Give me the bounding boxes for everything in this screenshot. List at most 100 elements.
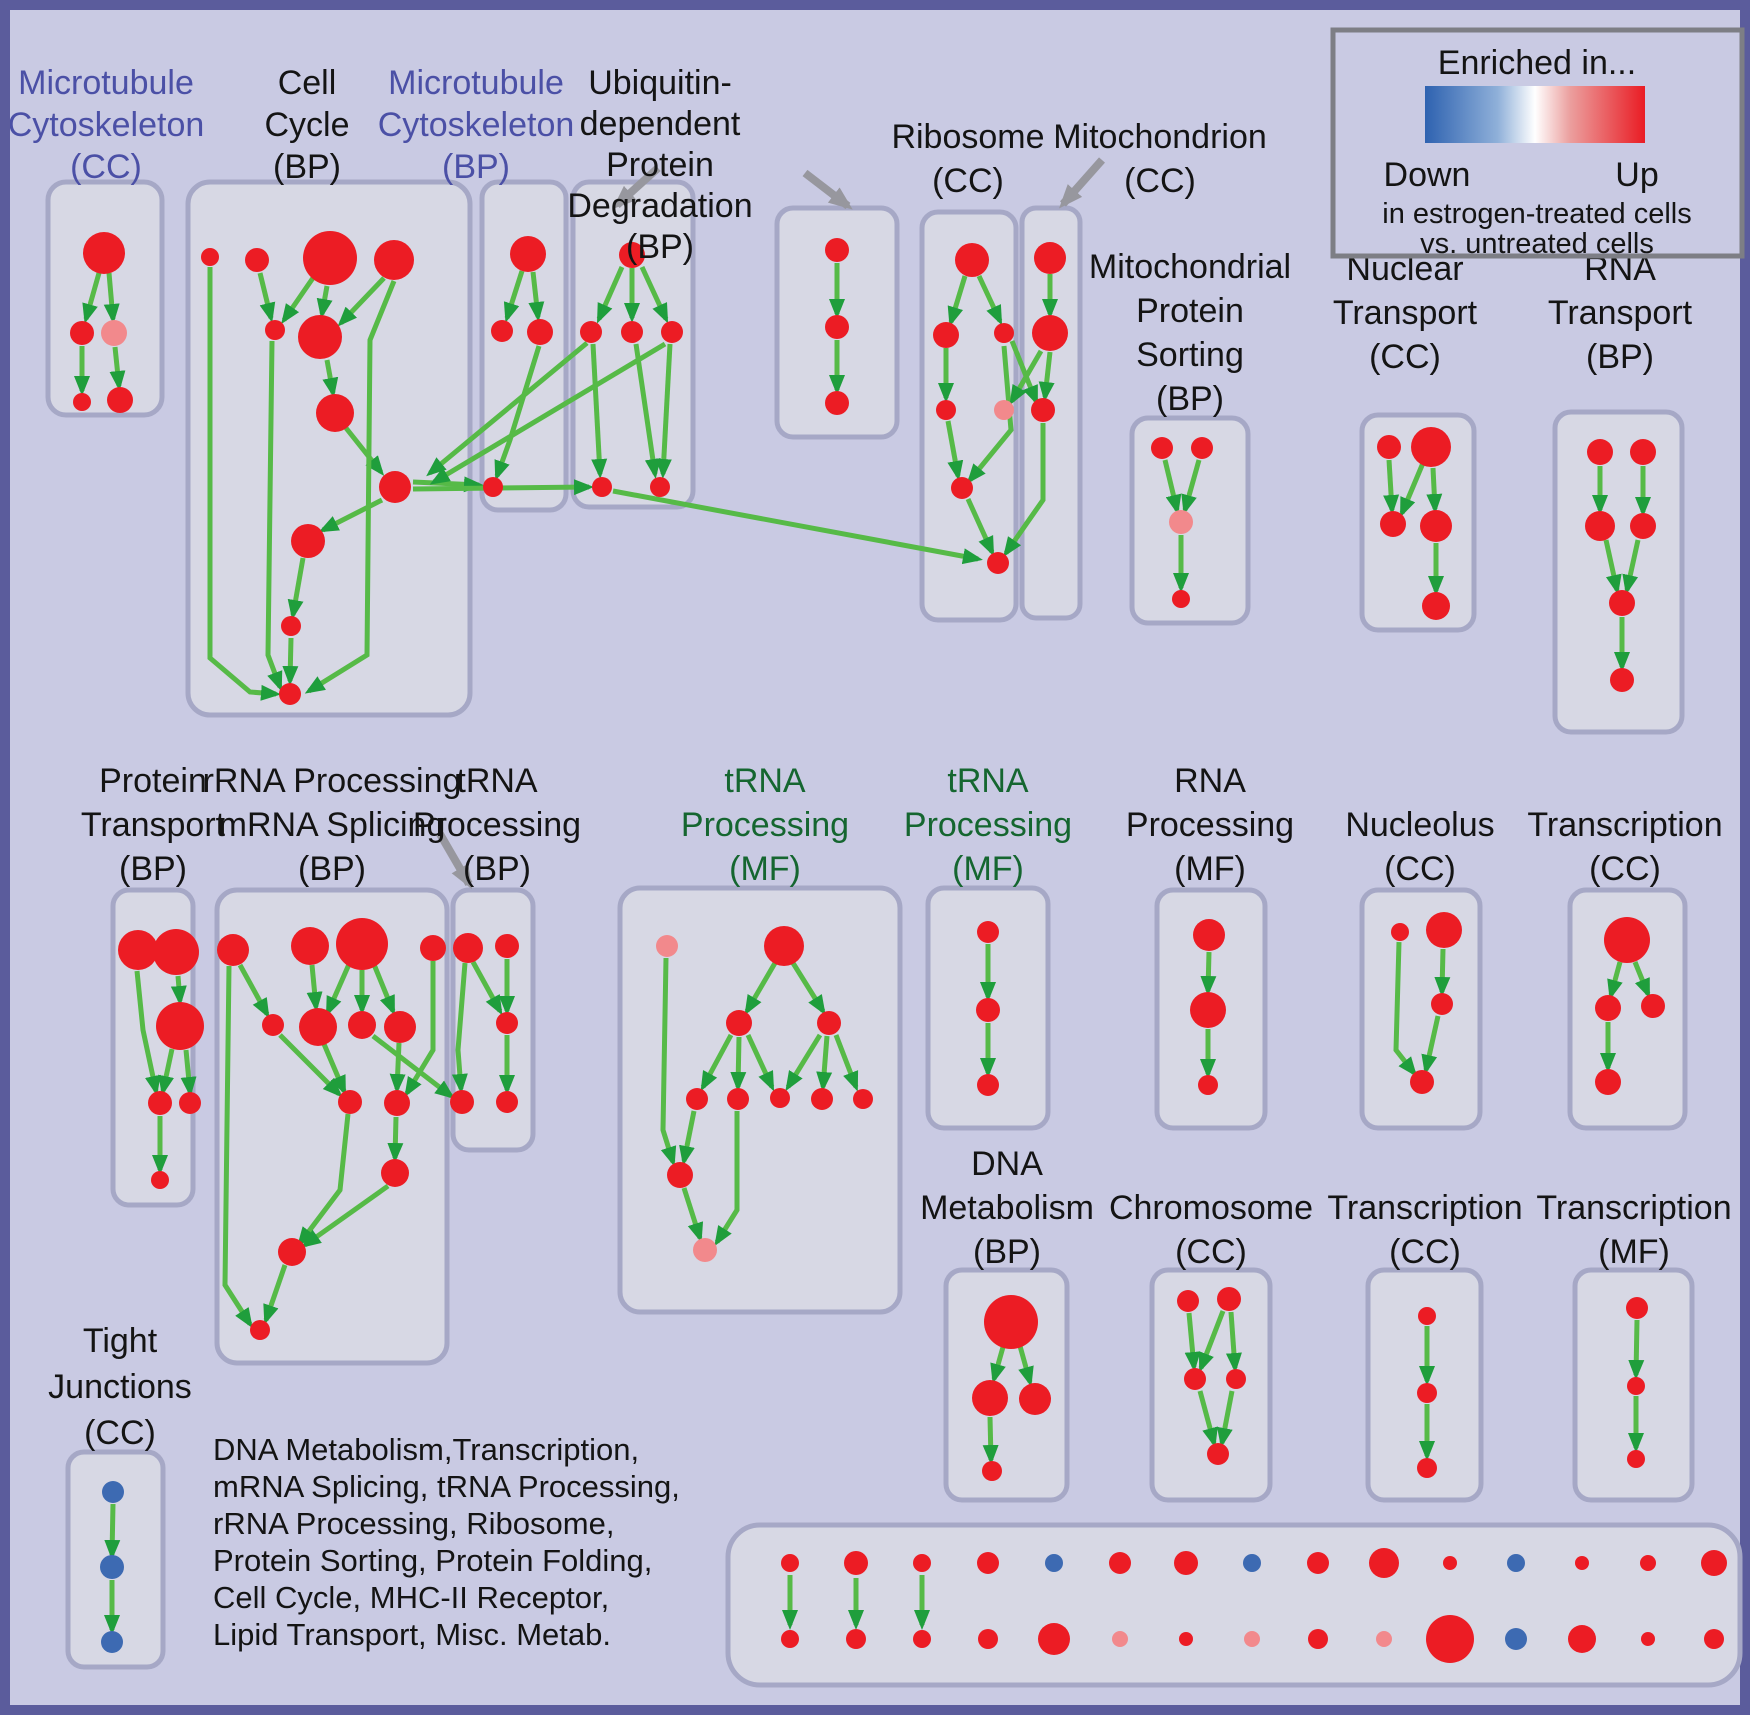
mitochondrial-protein-sorting-bp-node-1 [1191,437,1213,459]
trna-processing-mf-small-label-line-0: tRNA [947,762,1029,800]
ribosome-cc-node-3 [936,400,956,420]
ubiquitin-degradation-bp-a-label-line-3: Degradation [567,187,752,225]
misc-terms-text-line-4: Cell Cycle, MHC-II Receptor, [213,1580,609,1615]
ubiquitin-degradation-bp-a-node-3 [661,321,683,343]
nucleolus-cc-edge-1 [1434,948,1451,997]
misc-terms-panel-box [725,1522,1743,1688]
microtubule-cytoskeleton-cc-edge-1 [103,272,120,324]
misc-terms-text-line-0: DNA Metabolism,Transcription, [213,1432,639,1467]
cross-edge-3 [429,341,667,485]
chromosome-cc-label-line-0: Chromosome [1109,1189,1313,1227]
microtubule-cytoskeleton-cc-node-0 [83,232,125,274]
chromosome-cc-edge-2 [1225,1311,1242,1373]
microtubule-cytoskeleton-cc-edge-0 [82,272,102,324]
cell-cycle-bp-node-0 [201,248,219,266]
protein-transport-bp-node-3 [148,1091,172,1115]
trna-processing-mf-large-edge-2 [700,1033,734,1092]
cell-cycle-bp-node-3 [374,240,414,280]
mitochondrial-protein-sorting-bp-label-line-3: (BP) [1156,380,1224,418]
dna-metabolism-bp-label-line-2: (BP) [973,1233,1041,1271]
cell-cycle-bp-node-9 [281,616,301,636]
protein-transport-bp-edge-3 [180,1049,197,1097]
trna-processing-bp-edge-0 [470,960,503,1016]
tight-junctions-cc-node-2 [101,1631,123,1653]
microtubule-cytoskeleton-bp-box [479,179,569,513]
trna-processing-mf-large-edge-7 [833,1034,859,1092]
chromosome-cc-edge-3 [1197,1390,1218,1448]
microtubule-cytoskeleton-bp-node-0 [510,236,546,272]
misc-terms-panel-node-6 [1174,1551,1198,1575]
rrna-processing-mrna-splicing-bp-node-1 [291,927,329,965]
nuclear-transport-cc-edge-2 [1426,467,1443,514]
mitochondrial-protein-sorting-bp-label-line-0: Mitochondrial [1089,248,1291,286]
mitochondrion-cc-node-0 [1034,242,1066,274]
cell-cycle-bp-box [185,179,473,718]
rrna-processing-mrna-splicing-bp-edge-5 [370,961,396,1016]
transcription-cc-bottom-node-0 [1418,1307,1436,1325]
cell-cycle-bp-label-line-1: Cycle [264,106,349,144]
rrna-processing-mrna-splicing-bp-node-10 [381,1159,409,1187]
ribosome-cc-node-2 [994,323,1014,343]
trna-processing-mf-large-edge-0 [744,961,778,1016]
cell-cycle-bp-edge-8 [282,637,299,686]
rna-processing-mf-label-line-2: (MF) [1174,850,1246,888]
trna-processing-mf-large-label-line-2: (MF) [729,850,801,888]
trna-processing-mf-large-node-7 [811,1088,833,1110]
rrna-processing-mrna-splicing-bp-edge-2 [306,964,323,1012]
rna-transport-bp-label-line-2: (BP) [1586,338,1654,376]
label-pointer-arrow-1 [802,169,853,210]
ribosome-cc-node-0 [955,243,989,277]
trna-processing-mf-large-edge-1 [790,961,826,1016]
trna-processing-mf-small-node-2 [977,1074,999,1096]
microtubule-cytoskeleton-bp-node-2 [527,319,553,345]
rrna-processing-mrna-splicing-bp-edge-13 [263,1264,288,1325]
ubiquitin-degradation-bp-a-node-0 [619,242,645,268]
rrna-processing-mrna-splicing-bp-box [214,887,450,1366]
rna-transport-bp-node-2 [1585,511,1615,541]
trna-processing-mf-small-label-line-2: (MF) [952,850,1024,888]
legend-box [1330,27,1745,259]
ribosome-cc-edge-5 [965,497,995,557]
trna-processing-mf-large-edge-6 [816,1035,833,1092]
nucleolus-cc-node-2 [1431,993,1453,1015]
rrna-processing-mrna-splicing-bp-label-line-0: rRNA Processing [203,762,462,800]
legend-up-label: Up [1615,156,1658,194]
misc-terms-panel-node-29 [1704,1629,1724,1649]
diagram-canvas: Microtubule Cytoskeleton (CC) Cell Cycle (BP)… [8,27,1745,1688]
cross-edge-6 [1009,349,1044,406]
label-pointer-arrow-0 [612,165,661,210]
dna-metabolism-bp-edge-2 [982,1416,999,1465]
nucleolus-cc-node-0 [1391,923,1409,941]
rrna-processing-mrna-splicing-bp-edge-8 [321,1043,347,1096]
ribosome-cc-node-6 [987,552,1009,574]
transcription-cc-mid-edge-0 [1607,961,1623,1000]
misc-terms-text-line-2: rRNA Processing, Ribosome, [213,1506,614,1541]
misc-terms-panel-node-9 [1369,1548,1399,1578]
legend-subtitle-1: in estrogen-treated cells [1382,198,1692,230]
legend-subtitle-2: vs. untreated cells [1420,228,1654,260]
transcription-cc-mid-box [1567,887,1688,1131]
trna-processing-mf-small-node-1 [976,998,1000,1022]
cell-cycle-bp-node-1 [245,248,269,272]
mitochondrial-protein-sorting-bp-edge-0 [1162,459,1182,515]
mitochondrial-protein-sorting-bp-label-line-2: Sorting [1136,336,1244,374]
trna-processing-bp-node-2 [496,1012,518,1034]
rrna-processing-mrna-splicing-bp-edge-10 [387,1116,404,1163]
chromosome-cc-edge-4 [1216,1390,1235,1448]
protein-transport-bp-node-4 [179,1092,201,1114]
cell-cycle-bp-edge-0 [257,272,276,323]
misc-terms-panel-node-18 [978,1629,998,1649]
transcription-cc-bottom-label-line-0: Transcription [1327,1189,1522,1227]
misc-terms-panel-node-22 [1244,1631,1260,1647]
trna-processing-mf-large-node-8 [853,1089,873,1109]
chromosome-cc-node-1 [1217,1287,1241,1311]
mitochondrial-protein-sorting-bp-label-line-1: Protein [1136,292,1244,330]
microtubule-cytoskeleton-cc-label-line-1: Cytoskeleton [10,106,204,144]
mitochondrial-protein-sorting-bp-node-0 [1151,437,1173,459]
cell-cycle-bp-node-5 [298,315,342,359]
chromosome-cc-edge-0 [1184,1312,1201,1372]
misc-terms-panel-node-7 [1243,1554,1261,1572]
mitochondrial-protein-sorting-bp-node-3 [1172,590,1190,608]
tight-junctions-cc-label-line-2: (CC) [84,1414,156,1452]
